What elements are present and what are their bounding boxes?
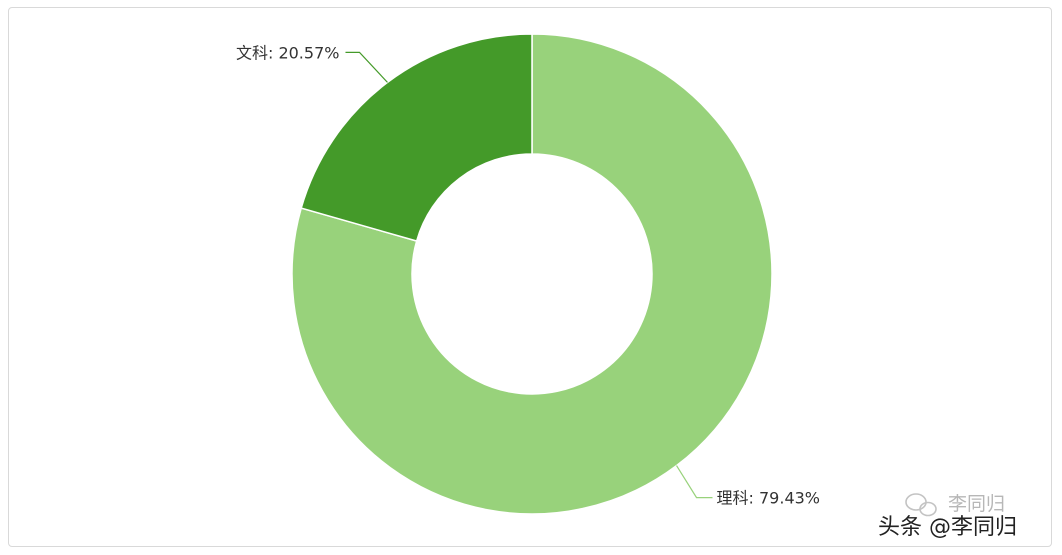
- leader-line-1: [345, 51, 388, 83]
- watermark-line2: 头条 @李同归: [878, 515, 1017, 540]
- slice-label-0: 理科: 79.43%: [717, 489, 821, 508]
- leader-lines-group: [345, 51, 713, 499]
- labels-group: 理科: 79.43% 文科: 20.57%: [236, 43, 820, 507]
- wechat-icon: [905, 493, 937, 517]
- leader-line-0: [676, 465, 713, 499]
- slice-label-1: 文科: 20.57%: [236, 43, 340, 62]
- slices-group: [291, 33, 773, 515]
- donut-slice-1: [300, 33, 533, 242]
- watermark-line1: 李同归: [948, 493, 1005, 515]
- donut-slice-0: [291, 33, 773, 515]
- watermark: 李同归 头条 @李同归: [878, 493, 1017, 540]
